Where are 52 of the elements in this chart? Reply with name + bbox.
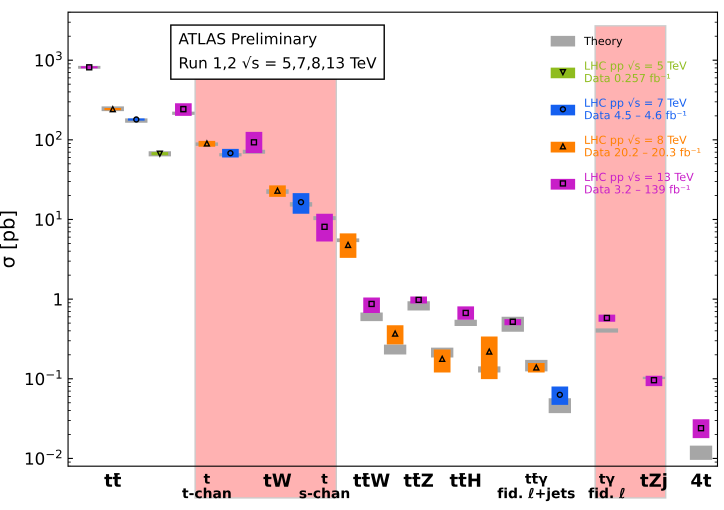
legend-label: Theory <box>584 36 622 48</box>
point <box>204 140 210 147</box>
x-tick-label: tt̄γ fid. ℓ+jets <box>498 473 575 502</box>
point <box>344 242 352 248</box>
y-tick-label: 10$^{2}$ <box>36 131 62 146</box>
bar <box>360 312 383 322</box>
legend-label: LHC pp √s = 5 TeV Data 0.257 fb⁻¹ <box>585 60 687 82</box>
y-tick-label: 10$^{−1}$ <box>26 370 62 386</box>
bar <box>690 446 712 460</box>
bar <box>596 328 618 333</box>
point <box>133 116 140 123</box>
x-tick-label: 4t <box>691 474 712 487</box>
point <box>392 330 398 337</box>
y-axis-title: σ [pb] <box>0 212 18 268</box>
point <box>368 300 375 308</box>
x-tick-label: tγ fid. ℓ <box>588 474 625 498</box>
point <box>415 296 422 304</box>
x-tick-label: tt̄Z <box>404 473 434 487</box>
point <box>321 224 328 230</box>
point <box>110 106 116 112</box>
bar <box>454 320 477 326</box>
point <box>156 150 164 157</box>
legend-label: LHC pp √s = 8 TeV Data 20.2 – 20.3 fb⁻¹ <box>585 134 700 156</box>
x-tick-label: tt̄H <box>450 473 480 487</box>
point <box>486 348 492 355</box>
point <box>274 187 281 194</box>
legend-label: LHC pp √s = 7 TeV Data 4.5 – 4.6 fb⁻¹ <box>585 98 687 120</box>
point <box>556 392 564 398</box>
y-tick-label: 10$^{1}$ <box>36 210 62 226</box>
legend-label: LHC pp √s = 13 TeV Data 3.2 – 139 fb⁻¹ <box>585 172 694 194</box>
y-tick-label: 10$^{−2}$ <box>26 450 62 465</box>
point <box>650 376 658 384</box>
point <box>250 139 258 146</box>
point <box>227 150 234 156</box>
point <box>438 356 446 362</box>
point <box>698 424 704 432</box>
x-tick-label: tZj <box>640 473 666 491</box>
point <box>462 310 469 316</box>
point <box>86 64 92 70</box>
point <box>180 106 187 112</box>
bar <box>384 344 406 354</box>
annotation: ATLAS Preliminary <box>178 32 317 48</box>
x-tick-label: tt̄W <box>353 473 390 487</box>
x-tick-label: tt̄ <box>104 473 121 487</box>
annotation: Run 1,2 √s = 5,7,8,13 TeV <box>180 56 376 70</box>
y-tick-label: 10$^{3}$ <box>36 51 62 67</box>
x-tick-label: t s-chan <box>300 474 350 498</box>
point <box>298 198 304 206</box>
x-tick-label: tW <box>263 474 292 487</box>
y-tick-label: 1 <box>54 293 62 306</box>
x-tick-label: t t-chan <box>182 474 231 498</box>
point <box>604 314 610 322</box>
